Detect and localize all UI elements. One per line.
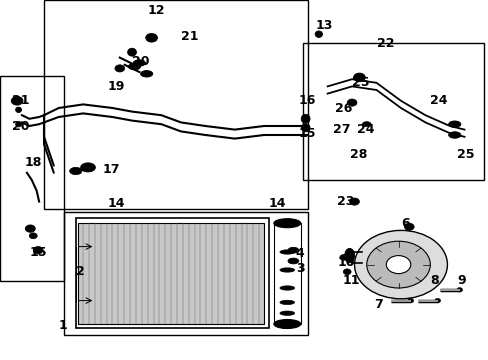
Text: 15: 15 <box>298 127 315 140</box>
Ellipse shape <box>279 268 294 272</box>
Circle shape <box>11 96 23 105</box>
Circle shape <box>456 288 462 292</box>
Ellipse shape <box>287 258 298 264</box>
Ellipse shape <box>69 167 81 175</box>
Ellipse shape <box>279 250 294 254</box>
Ellipse shape <box>127 48 136 56</box>
Circle shape <box>434 298 440 303</box>
Text: 7: 7 <box>373 298 382 311</box>
Text: 21: 21 <box>12 94 30 107</box>
Text: 15: 15 <box>29 246 47 258</box>
Text: 23: 23 <box>337 195 354 208</box>
Circle shape <box>343 269 350 275</box>
Ellipse shape <box>16 122 21 127</box>
Circle shape <box>25 225 35 232</box>
Text: 27: 27 <box>332 123 349 136</box>
Text: 4: 4 <box>295 247 304 260</box>
Bar <box>44 0 307 209</box>
Bar <box>76 218 268 328</box>
Text: 16: 16 <box>298 94 315 107</box>
Ellipse shape <box>141 71 153 77</box>
Text: 3: 3 <box>295 262 304 275</box>
Text: 21: 21 <box>181 30 198 42</box>
Text: 25: 25 <box>351 76 369 89</box>
Text: 24: 24 <box>429 94 447 107</box>
Circle shape <box>386 256 410 274</box>
Ellipse shape <box>133 60 145 66</box>
Circle shape <box>407 298 413 303</box>
Bar <box>273 223 300 324</box>
Text: 14: 14 <box>268 197 286 210</box>
Ellipse shape <box>81 163 95 172</box>
Ellipse shape <box>287 247 298 253</box>
Ellipse shape <box>279 286 294 290</box>
Text: 24: 24 <box>356 123 374 136</box>
Text: 11: 11 <box>342 274 359 287</box>
Ellipse shape <box>362 122 370 127</box>
Text: 1: 1 <box>59 319 67 332</box>
Text: 5: 5 <box>281 319 289 332</box>
Ellipse shape <box>279 311 294 315</box>
Ellipse shape <box>448 132 460 138</box>
Ellipse shape <box>273 320 300 328</box>
Circle shape <box>353 73 365 82</box>
Text: 18: 18 <box>24 156 42 168</box>
Circle shape <box>115 65 124 72</box>
Text: 8: 8 <box>429 274 438 287</box>
Ellipse shape <box>128 63 141 70</box>
Text: 19: 19 <box>107 80 125 93</box>
Ellipse shape <box>354 230 447 299</box>
Circle shape <box>404 223 413 230</box>
Bar <box>303 43 483 180</box>
Text: 20: 20 <box>132 55 149 68</box>
Circle shape <box>346 99 356 106</box>
Text: 20: 20 <box>12 120 30 132</box>
Ellipse shape <box>273 219 300 228</box>
Ellipse shape <box>301 114 309 123</box>
Text: 6: 6 <box>400 217 409 230</box>
Ellipse shape <box>279 300 294 305</box>
Circle shape <box>29 233 37 239</box>
Text: 10: 10 <box>337 256 354 269</box>
Ellipse shape <box>16 107 21 113</box>
Ellipse shape <box>301 124 309 132</box>
Text: 17: 17 <box>102 163 120 176</box>
Circle shape <box>349 198 359 205</box>
Circle shape <box>366 241 429 288</box>
Text: 12: 12 <box>147 4 165 17</box>
Ellipse shape <box>448 121 460 127</box>
Text: 26: 26 <box>334 102 352 114</box>
Text: 25: 25 <box>456 148 474 161</box>
Text: 2: 2 <box>76 265 84 278</box>
Bar <box>0 76 63 281</box>
Ellipse shape <box>344 248 354 263</box>
Bar <box>78 223 264 324</box>
Text: 22: 22 <box>376 37 393 50</box>
Text: 9: 9 <box>456 274 465 287</box>
Text: 13: 13 <box>315 19 332 32</box>
Bar <box>63 212 307 335</box>
Ellipse shape <box>314 31 322 37</box>
Text: 28: 28 <box>349 148 366 161</box>
Text: 14: 14 <box>107 197 125 210</box>
Circle shape <box>33 247 43 254</box>
Circle shape <box>145 33 157 42</box>
Circle shape <box>339 255 347 260</box>
